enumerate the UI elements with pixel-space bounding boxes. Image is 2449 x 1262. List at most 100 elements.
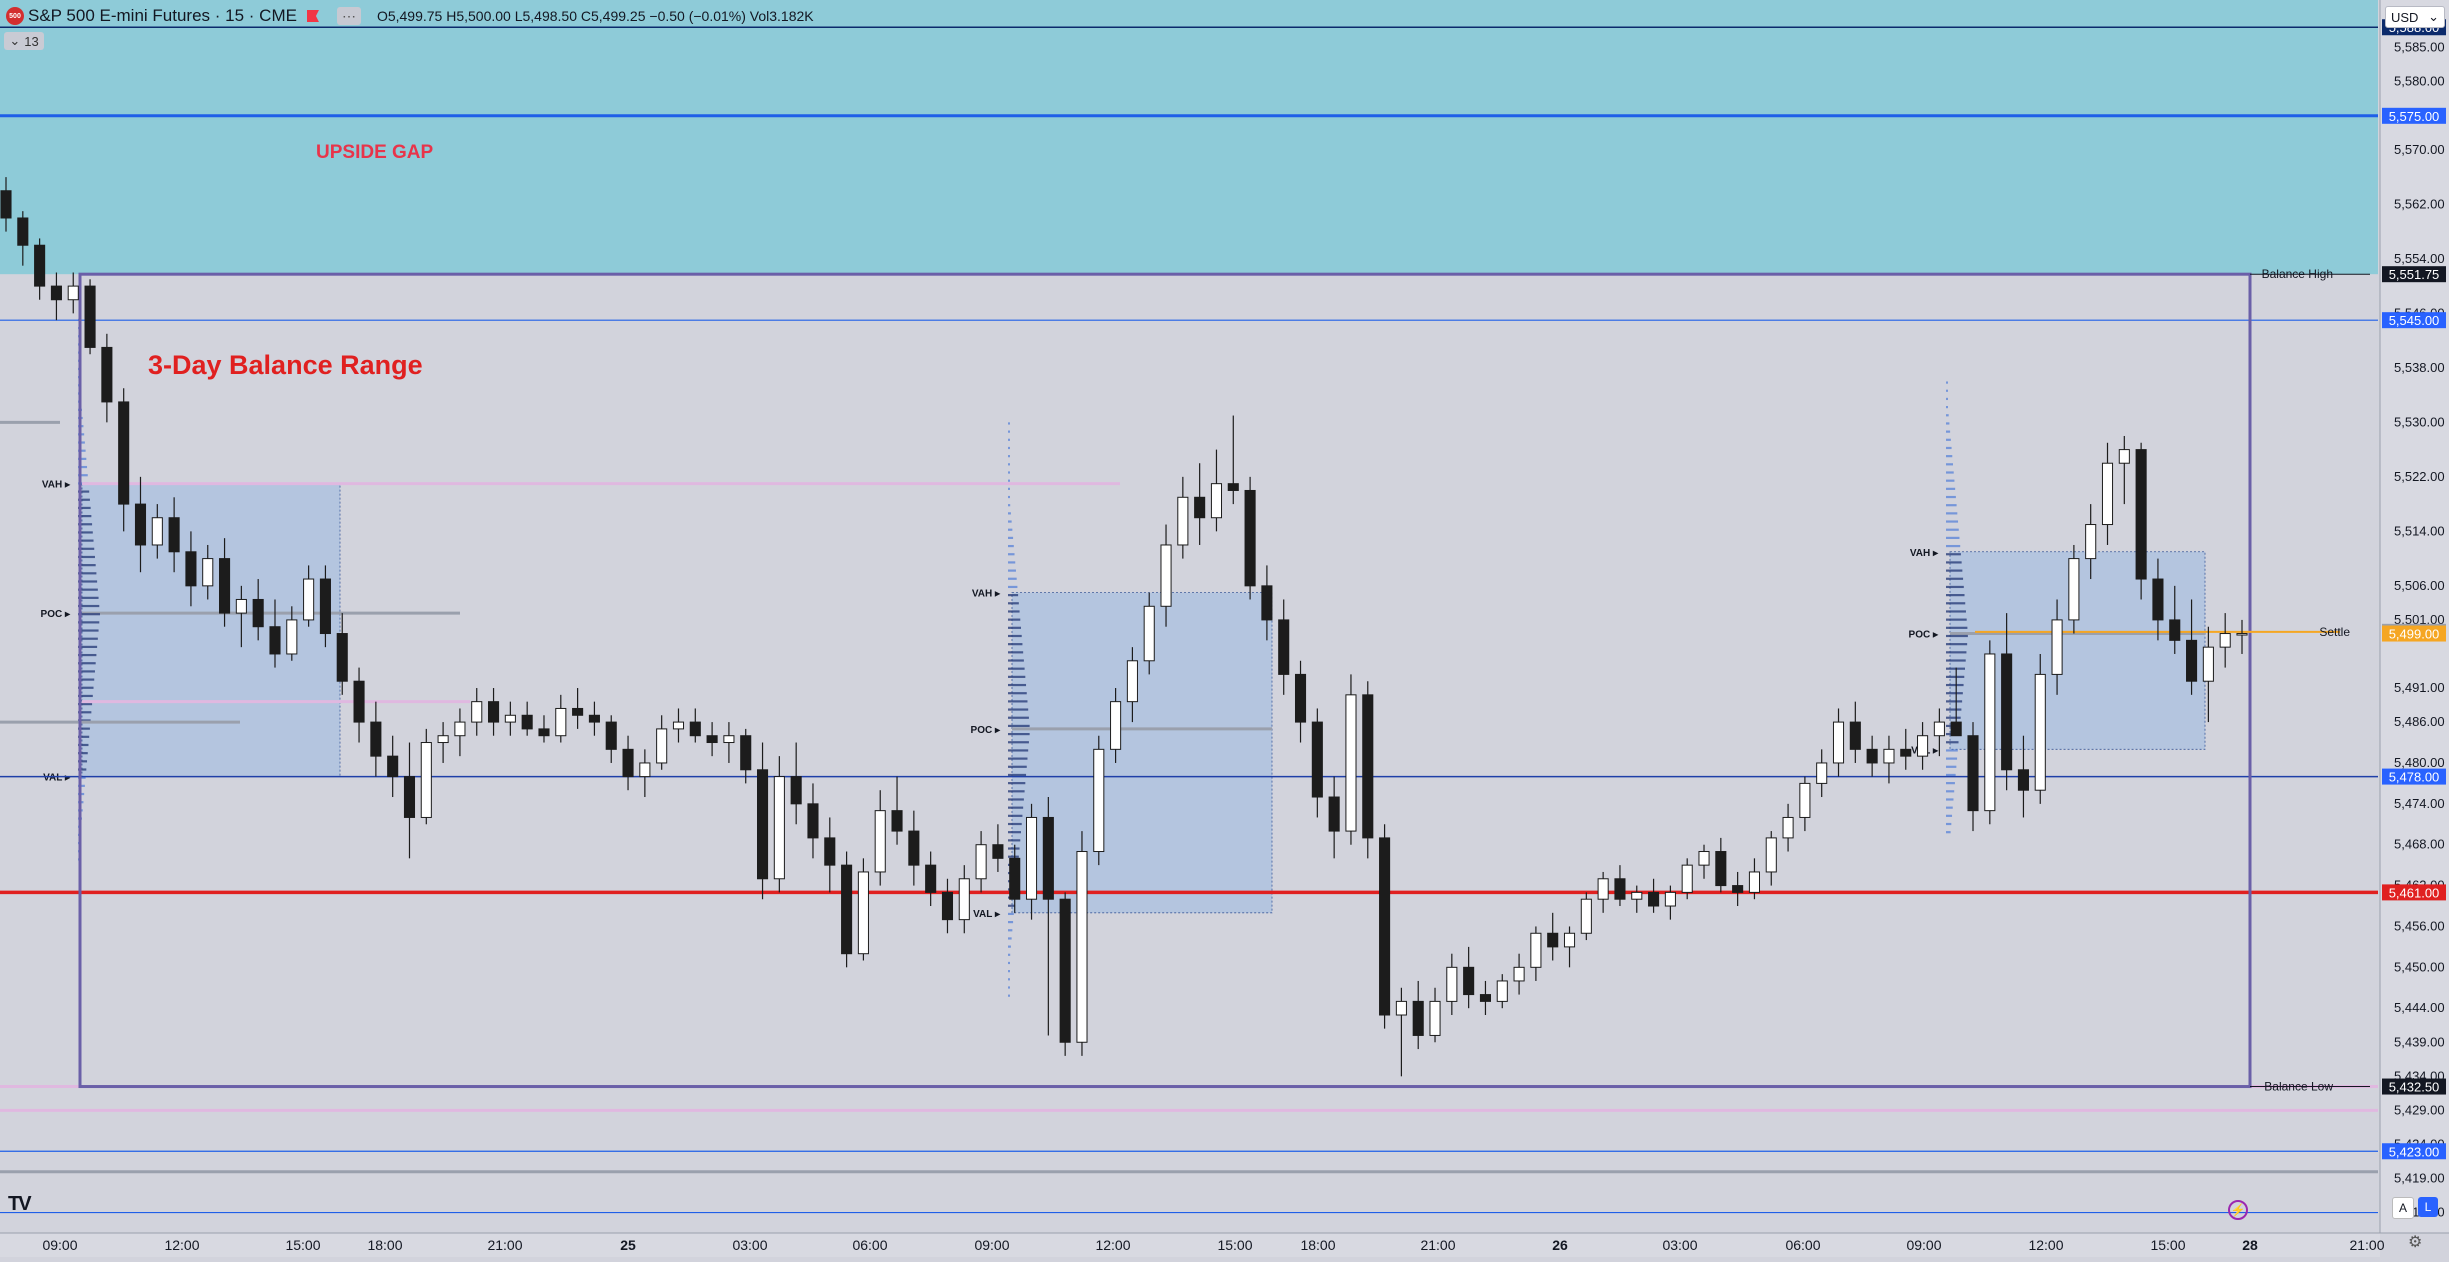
price-tag bbox=[2382, 107, 2446, 124]
symbol-badge-icon[interactable]: 500 bbox=[6, 7, 24, 25]
candle-body bbox=[1698, 851, 1710, 866]
price-tag-label: 5,423.00 bbox=[2389, 1144, 2440, 1159]
price-tag bbox=[2382, 266, 2446, 283]
candle-body bbox=[17, 217, 29, 246]
volume-profile-bar bbox=[1008, 683, 1027, 687]
candle-body bbox=[740, 735, 752, 771]
lightning-icon[interactable]: ⚡ bbox=[2228, 1200, 2248, 1220]
price-tick-label: 5,585.00 bbox=[2394, 40, 2445, 55]
volume-profile-bar bbox=[1946, 814, 1953, 817]
time-tick-label: 21:00 bbox=[2349, 1237, 2384, 1253]
price-tag bbox=[2382, 768, 2446, 785]
volume-profile-bar bbox=[78, 768, 87, 771]
price-tag-label: 5,551.75 bbox=[2389, 267, 2440, 282]
time-tick-label: 15:00 bbox=[285, 1237, 320, 1253]
price-tag bbox=[2382, 884, 2446, 901]
candle-body bbox=[1849, 721, 1861, 750]
volume-profile-bar bbox=[1946, 602, 1966, 605]
volume-profile-bar bbox=[1946, 422, 1950, 425]
volume-profile-bar bbox=[1008, 700, 1028, 703]
candle-body bbox=[1917, 735, 1929, 757]
volume-profile-bar bbox=[1008, 626, 1021, 629]
price-tick-label: 5,570.00 bbox=[2394, 142, 2445, 157]
price-tick-label: 5,486.00 bbox=[2394, 714, 2445, 729]
candle-body bbox=[925, 864, 937, 893]
volume-profile-bar bbox=[1008, 814, 1023, 817]
symbol-title[interactable]: S&P 500 E-mini Futures · 15 · CME bbox=[28, 6, 297, 25]
price-tick-label: 5,491.00 bbox=[2394, 680, 2445, 695]
price-tick-label: 5,419.00 bbox=[2394, 1171, 2445, 1186]
price-tick-label: 5,554.00 bbox=[2394, 251, 2445, 266]
volume-profile-bar bbox=[78, 523, 93, 526]
volume-profile-bar bbox=[78, 465, 88, 469]
candle-body bbox=[471, 701, 483, 723]
volume-profile-bar bbox=[1946, 577, 1964, 580]
log-scale-button[interactable]: L bbox=[2418, 1197, 2438, 1217]
candle-body bbox=[1059, 898, 1071, 1043]
candle-body bbox=[2236, 633, 2248, 636]
volume-profile-bar bbox=[1008, 912, 1014, 916]
indicators-toggle[interactable]: ⌄ 13 bbox=[4, 32, 44, 50]
volume-profile-bar bbox=[78, 760, 88, 763]
price-tick-label: 5,506.00 bbox=[2394, 578, 2445, 593]
volume-profile-bar bbox=[1008, 798, 1024, 801]
candle-body bbox=[50, 285, 62, 301]
profile-label-poc: POC ▸ bbox=[971, 725, 1001, 736]
volume-profile-bar bbox=[78, 596, 99, 599]
auto-scale-button[interactable]: A bbox=[2392, 1197, 2414, 1219]
price-tick-label: 5,450.00 bbox=[2394, 959, 2445, 974]
volume-profile-bar bbox=[1008, 479, 1010, 482]
time-tick-label: 03:00 bbox=[1662, 1237, 1697, 1253]
candle-body bbox=[1395, 1000, 1407, 1016]
more-menu-icon[interactable]: ⋯ bbox=[336, 7, 361, 25]
candle-body bbox=[656, 728, 668, 764]
candle-body bbox=[2051, 619, 2063, 675]
time-tick-label: 12:00 bbox=[164, 1237, 199, 1253]
gear-icon[interactable]: ⚙ bbox=[2408, 1234, 2423, 1251]
candle-body bbox=[1530, 932, 1542, 968]
time-tick-label: 26 bbox=[1552, 1237, 1568, 1253]
candle-body bbox=[1883, 748, 1895, 764]
candle-body bbox=[1362, 694, 1374, 839]
volume-profile-bar bbox=[1946, 495, 1956, 499]
volume-profile-bar bbox=[1946, 585, 1964, 589]
candle-body bbox=[1816, 762, 1828, 784]
time-tick-label: 18:00 bbox=[367, 1237, 402, 1253]
price-tick-label: 5,468.00 bbox=[2394, 837, 2445, 852]
volume-profile-bar bbox=[1946, 544, 1961, 548]
candle-body bbox=[2186, 639, 2198, 682]
settle-label: Settle bbox=[2319, 625, 2350, 639]
candle-body bbox=[521, 714, 533, 730]
tradingview-logo-icon[interactable]: TV bbox=[8, 1193, 32, 1215]
volume-profile-bar bbox=[78, 694, 93, 698]
flag-icon[interactable] bbox=[306, 10, 319, 22]
volume-profile-bar bbox=[78, 506, 91, 510]
volume-profile-bar bbox=[1008, 520, 1012, 523]
currency-select[interactable]: USD ⌄ bbox=[2385, 6, 2445, 28]
price-tick-label: 5,538.00 bbox=[2394, 360, 2445, 375]
volume-profile-bar bbox=[1008, 782, 1026, 785]
volume-profile-bar bbox=[1008, 724, 1030, 728]
volume-profile-bar bbox=[1946, 430, 1951, 433]
price-tick-label: 5,480.00 bbox=[2394, 755, 2445, 770]
profile-label-vah: VAH ▸ bbox=[1910, 548, 1939, 559]
candle-body bbox=[572, 707, 584, 716]
volume-profile-bar bbox=[1008, 659, 1024, 662]
volume-profile-bar bbox=[1008, 904, 1015, 907]
candle-body bbox=[1429, 1000, 1441, 1036]
volume-profile-bar bbox=[1946, 438, 1951, 441]
volume-profile-bar bbox=[1008, 961, 1010, 965]
volume-profile-bar bbox=[1946, 479, 1955, 482]
upside-gap-zone bbox=[0, 0, 2378, 275]
volume-profile-bar bbox=[1008, 536, 1014, 539]
volume-profile-bar bbox=[78, 776, 86, 779]
volume-profile-bar bbox=[78, 613, 100, 616]
candle-body bbox=[538, 728, 550, 737]
candle-body bbox=[185, 551, 197, 587]
volume-profile-bar bbox=[1946, 463, 1953, 466]
volume-profile-bar bbox=[1008, 643, 1023, 646]
candle-body bbox=[723, 735, 735, 744]
candle-body bbox=[303, 578, 315, 621]
